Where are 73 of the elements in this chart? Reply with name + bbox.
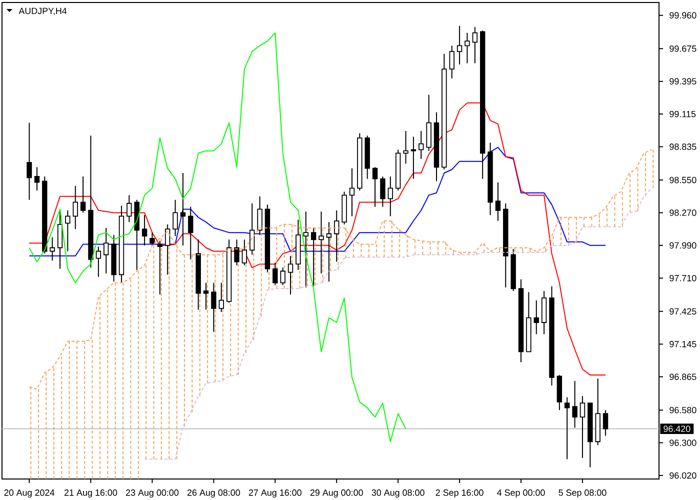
candlestick <box>104 227 109 274</box>
ref-line-label: 96.420 <box>664 426 690 432</box>
candlestick <box>249 202 255 256</box>
candlestick <box>242 239 248 266</box>
y-tick-label: 96.020 <box>670 472 696 479</box>
candlestick <box>303 211 308 288</box>
candlestick <box>372 166 378 208</box>
x-tick-label: 2 Sep 16:00 <box>436 489 484 498</box>
candlestick <box>126 194 132 223</box>
candlestick <box>534 300 539 335</box>
candlestick <box>310 227 316 286</box>
y-tick-label: 97.145 <box>670 340 696 348</box>
candlestick <box>388 176 393 217</box>
x-tick-label: 27 Aug 16:00 <box>248 489 302 498</box>
candlestick <box>572 380 578 428</box>
y-tick-label: 99.115 <box>670 110 696 118</box>
candlestick <box>464 32 470 64</box>
line-series <box>28 32 406 442</box>
candlestick <box>318 211 324 274</box>
candlestick <box>234 239 240 266</box>
candlestick <box>380 176 386 208</box>
y-tick-label: 99.395 <box>670 78 696 85</box>
candlestick <box>80 176 86 214</box>
candlestick <box>456 25 462 65</box>
y-tick-label: 98.270 <box>670 210 696 216</box>
candlestick <box>218 282 224 312</box>
candlestick <box>180 172 186 246</box>
candlestick <box>472 26 478 64</box>
x-tick-label: 26 Aug 08:00 <box>187 489 240 498</box>
candlestick <box>280 267 286 286</box>
x-tick-label: 23 Aug 00:00 <box>126 489 179 498</box>
y-tick-label: 99.675 <box>670 45 696 52</box>
candlestick <box>50 236 55 262</box>
candlestick <box>96 246 102 278</box>
y-tick-label: 98.835 <box>670 144 696 150</box>
candlestick <box>564 396 570 460</box>
x-tick-label: 29 Aug 00:00 <box>310 489 363 498</box>
candlestick <box>602 410 608 436</box>
candlestick <box>26 122 32 200</box>
y-tick-label: 99.960 <box>670 12 696 19</box>
y-tick-label: 96.580 <box>670 406 696 414</box>
candlestick <box>403 130 408 164</box>
y-tick-label: 96.865 <box>670 374 696 380</box>
x-tick-label: 4 Sep 00:00 <box>497 489 545 498</box>
x-tick-label: 20 Aug 2024 <box>4 489 54 498</box>
text: AUDJPY,H4 <box>18 8 67 16</box>
candlestick <box>34 166 40 192</box>
candlestick <box>410 136 416 180</box>
candlestick <box>326 222 332 282</box>
x-tick-label: 30 Aug 08:00 <box>372 489 424 498</box>
candlestick <box>257 196 262 236</box>
y-tick-label: 97.425 <box>670 308 696 315</box>
x-tick-label: 5 Sep 08:00 <box>558 489 606 498</box>
candlestick <box>449 45 454 79</box>
candlestick <box>65 210 70 252</box>
candlestick <box>164 224 170 276</box>
candlestick <box>495 182 501 222</box>
y-tick-label: 97.990 <box>670 242 696 249</box>
candlestick <box>349 168 355 217</box>
candlestick <box>142 214 148 246</box>
y-tick-label: 97.710 <box>670 274 696 282</box>
candlestick <box>580 396 586 458</box>
candlestick <box>150 232 155 246</box>
y-tick-label: 98.550 <box>670 176 696 184</box>
candlestick <box>418 130 424 160</box>
candlestick <box>57 210 63 270</box>
candlestick <box>72 185 78 230</box>
candlestick <box>203 282 209 310</box>
y-tick-label: 96.300 <box>670 440 696 446</box>
candlestick <box>288 255 294 295</box>
candlestick <box>172 199 178 237</box>
x-tick-label: 21 Aug 16:00 <box>64 489 118 498</box>
candlestick <box>157 240 162 295</box>
